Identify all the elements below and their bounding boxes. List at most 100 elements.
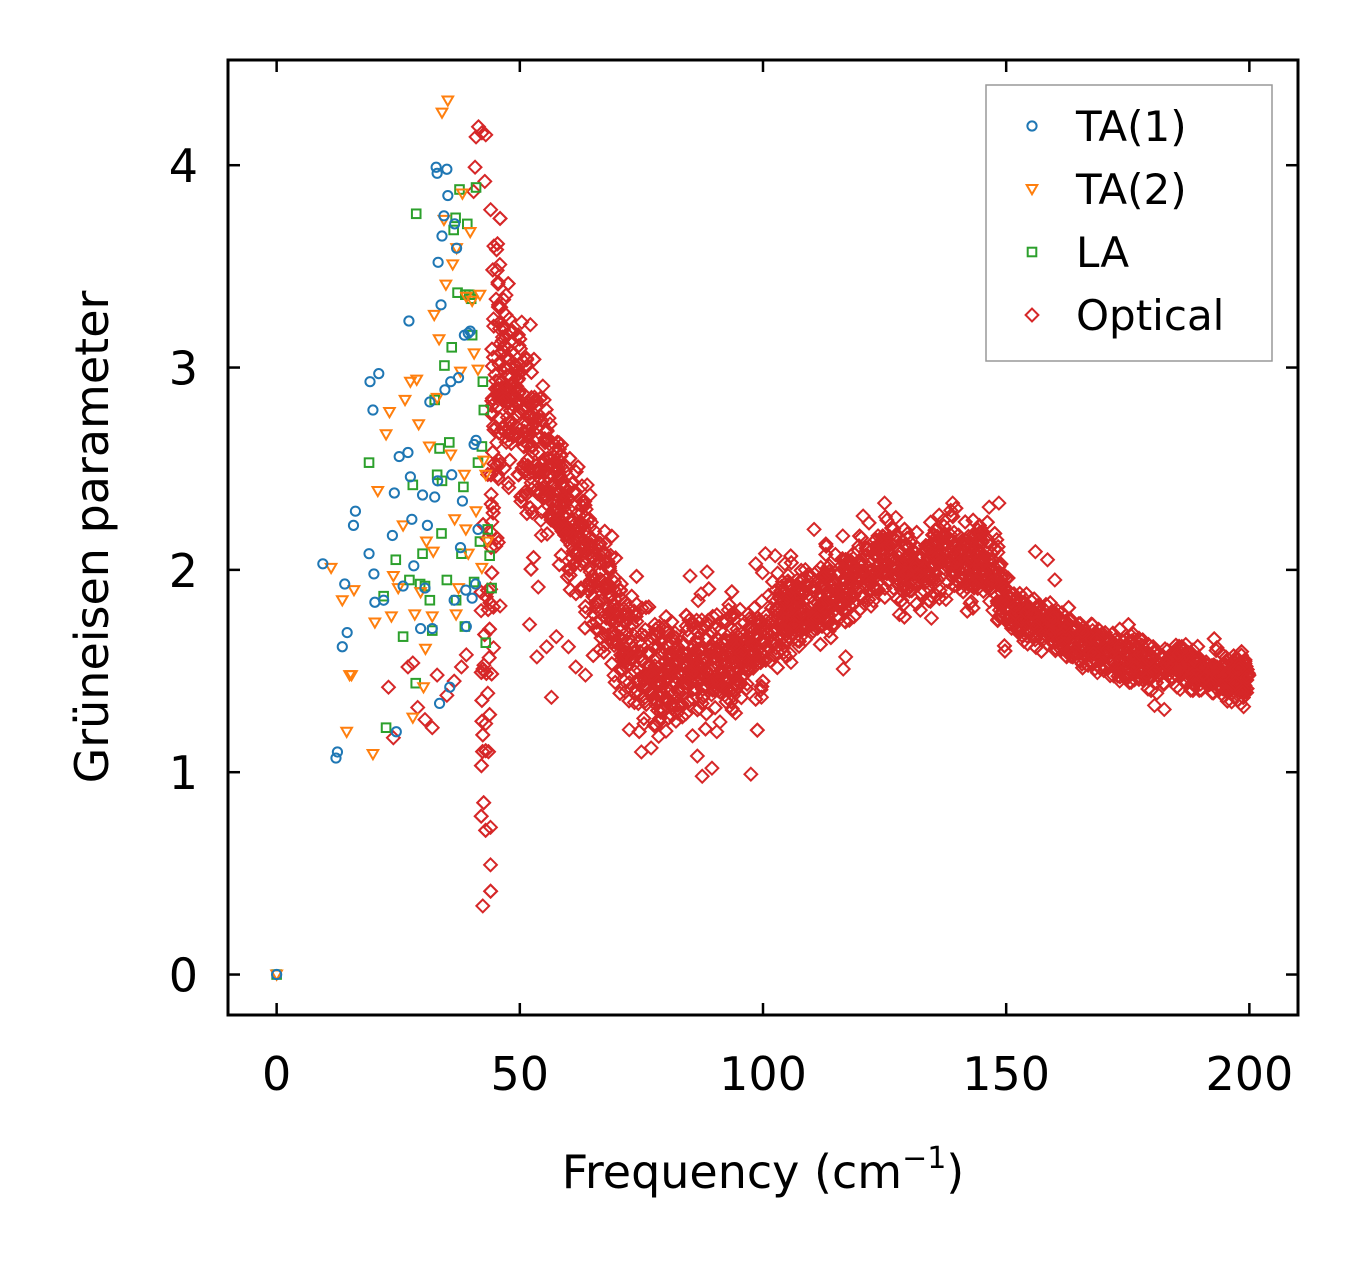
y-axis-label: Grüneisen parameter <box>65 290 119 783</box>
data-point <box>1143 682 1159 699</box>
data-point <box>1046 615 1063 632</box>
data-point <box>483 467 499 483</box>
data-point <box>875 528 892 545</box>
y-tick-label: 1 <box>169 746 198 800</box>
data-point <box>379 429 394 442</box>
data-point <box>604 655 620 672</box>
data-point <box>1140 681 1156 697</box>
data-point <box>612 582 629 599</box>
data-point <box>1227 675 1244 692</box>
data-point <box>553 547 570 564</box>
data-point <box>1086 645 1102 662</box>
data-point <box>561 562 577 579</box>
data-point <box>508 418 524 434</box>
data-point <box>749 722 766 738</box>
data-point <box>708 723 725 740</box>
data-point <box>422 441 437 454</box>
data-point <box>491 315 507 331</box>
data-point <box>850 569 867 586</box>
data-point <box>668 630 684 646</box>
data-point <box>510 370 527 387</box>
data-point <box>1187 653 1203 670</box>
data-point <box>628 608 644 625</box>
data-point <box>550 517 566 534</box>
data-point <box>467 348 482 361</box>
data-point <box>961 549 978 566</box>
data-point <box>432 475 444 487</box>
data-point <box>522 316 539 333</box>
data-point <box>541 410 557 426</box>
data-point <box>397 580 409 592</box>
data-point <box>400 659 416 675</box>
data-point <box>525 549 542 566</box>
data-point <box>482 883 499 900</box>
data-point <box>837 649 854 665</box>
data-point <box>1061 645 1078 661</box>
data-point <box>478 469 493 482</box>
data-point <box>743 766 759 783</box>
data-point <box>874 542 890 559</box>
data-point <box>774 573 791 590</box>
data-point <box>579 477 595 493</box>
data-point <box>585 571 602 588</box>
data-point <box>1182 682 1199 698</box>
data-point <box>1041 627 1058 643</box>
data-point <box>834 528 851 544</box>
data-point <box>770 645 786 661</box>
data-point <box>436 230 448 242</box>
data-point <box>959 603 976 619</box>
data-point <box>533 527 550 544</box>
data-point <box>647 670 664 686</box>
data-point <box>480 743 497 760</box>
data-point <box>1039 551 1056 568</box>
data-point <box>481 706 498 723</box>
data-point <box>961 567 978 584</box>
data-point <box>473 808 490 825</box>
data-point <box>440 95 455 108</box>
data-point <box>528 457 545 474</box>
data-point <box>678 618 695 634</box>
data-point <box>547 503 564 520</box>
data-point <box>1185 682 1201 699</box>
data-point <box>448 224 459 236</box>
data-point <box>877 509 894 525</box>
data-point <box>465 183 482 200</box>
data-point <box>409 374 424 387</box>
data-point <box>767 604 784 621</box>
data-point <box>409 699 426 716</box>
data-point <box>709 651 726 668</box>
data-point <box>739 676 755 692</box>
data-point <box>779 634 795 651</box>
data-point <box>485 505 501 521</box>
data-point <box>975 554 992 571</box>
data-point <box>740 606 757 622</box>
data-point <box>880 573 897 590</box>
data-point <box>465 295 480 308</box>
data-point <box>573 530 589 547</box>
data-point <box>482 883 499 900</box>
data-point <box>689 748 706 764</box>
data-point <box>474 898 491 914</box>
data-point <box>464 325 476 337</box>
data-point <box>925 549 941 566</box>
legend-label: Optical <box>1076 291 1224 340</box>
data-point <box>680 693 697 710</box>
legend-item: Optical <box>1024 291 1224 340</box>
data-point <box>757 545 774 562</box>
data-point <box>396 520 411 533</box>
data-point <box>373 368 385 380</box>
data-point <box>696 678 713 694</box>
data-point <box>426 622 438 635</box>
data-point <box>754 564 771 581</box>
data-point <box>365 748 380 762</box>
data-point <box>419 536 434 549</box>
data-point <box>411 419 426 432</box>
data-point <box>405 712 420 725</box>
data-point <box>417 548 428 559</box>
data-point <box>562 581 579 598</box>
data-point <box>605 597 622 614</box>
data-point <box>847 566 864 583</box>
data-point <box>478 665 495 682</box>
data-point <box>487 366 503 383</box>
